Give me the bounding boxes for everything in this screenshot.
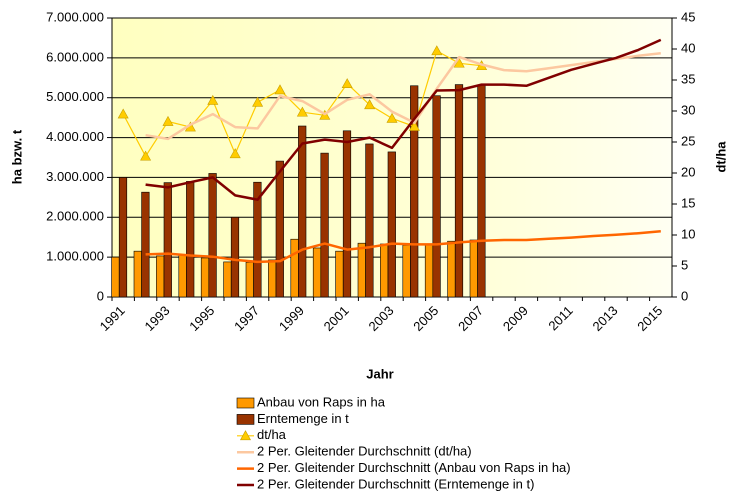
- line-marker: [341, 78, 353, 89]
- x-tick-label: 2005: [410, 303, 441, 334]
- line-marker: [229, 148, 241, 159]
- line-marker: [117, 108, 129, 119]
- x-tick-label: 1991: [97, 303, 128, 334]
- bar: [357, 242, 366, 298]
- bar: [290, 238, 299, 298]
- y2-tick-label: 40: [681, 40, 695, 55]
- y-tick-label: 6.000.000: [46, 49, 104, 64]
- line-marker: [364, 99, 376, 110]
- legend-label: dt/ha: [257, 427, 287, 442]
- y2-axis-title: dt/ha: [713, 141, 728, 173]
- bar: [410, 85, 419, 298]
- y-tick-label: 0: [97, 288, 104, 303]
- y2-tick-label: 30: [681, 102, 695, 117]
- y2-tick-label: 10: [681, 226, 695, 241]
- x-tick-label: 1999: [276, 303, 307, 334]
- y2-tick-label: 15: [681, 195, 695, 210]
- bar: [118, 177, 128, 298]
- y-tick-label: 1.000.000: [46, 249, 104, 264]
- bar: [230, 216, 240, 298]
- bar: [133, 250, 142, 298]
- y2-tick-label: 5: [681, 257, 688, 272]
- bar: [178, 254, 187, 298]
- y2-tick-label: 45: [681, 9, 695, 24]
- bar: [335, 250, 344, 298]
- bar: [342, 130, 352, 298]
- y-axis-title: ha bzw. t: [9, 129, 24, 184]
- legend-label: Erntemenge in t: [257, 411, 349, 426]
- line-marker: [431, 45, 443, 56]
- line-marker: [162, 115, 174, 126]
- legend-marker: [239, 430, 252, 441]
- line-marker: [207, 94, 219, 105]
- legend-swatch: [236, 397, 255, 409]
- x-axis-title: Jahr: [366, 366, 393, 381]
- x-tick-label: 1995: [186, 303, 217, 334]
- x-tick-label: 1993: [141, 303, 172, 334]
- bar: [245, 262, 254, 298]
- bar: [447, 240, 456, 298]
- legend-label: 2 Per. Gleitender Durchschnitt (Erntemen…: [257, 476, 534, 491]
- y-tick-label: 7.000.000: [46, 9, 104, 24]
- bar: [141, 191, 150, 298]
- legend-label: 2 Per. Gleitender Durchschnitt (Anbau vo…: [257, 460, 571, 475]
- bar: [111, 256, 120, 298]
- bar: [454, 84, 464, 298]
- y-tick-label: 2.000.000: [46, 209, 104, 224]
- y-tick-label: 5.000.000: [46, 89, 104, 104]
- line-marker: [274, 84, 286, 95]
- bar: [268, 259, 277, 298]
- x-tick-label: 2015: [634, 303, 665, 334]
- line-marker: [408, 120, 420, 131]
- bar: [432, 95, 441, 298]
- bar: [156, 255, 165, 298]
- bar: [186, 181, 195, 298]
- bar: [223, 261, 232, 298]
- y-tick-label: 4.000.000: [46, 129, 104, 144]
- y2-tick-label: 35: [681, 71, 695, 86]
- line: [145, 38, 662, 201]
- line-marker: [140, 150, 152, 161]
- bar: [424, 243, 434, 298]
- line-marker: [386, 112, 398, 123]
- y-tick-label: 3.000.000: [46, 169, 104, 184]
- x-tick-label: 2007: [455, 303, 486, 334]
- bar: [380, 243, 389, 298]
- bar: [200, 257, 210, 298]
- bar: [469, 239, 478, 298]
- x-tick-label: 2009: [500, 303, 531, 334]
- x-tick-label: 2013: [589, 303, 620, 334]
- bar: [253, 181, 262, 298]
- bar: [477, 84, 486, 298]
- line-marker: [296, 106, 308, 117]
- bar: [365, 143, 374, 298]
- x-tick-label: 2001: [321, 303, 352, 334]
- bar: [320, 152, 329, 298]
- x-tick-label: 1997: [231, 303, 262, 334]
- bar: [387, 151, 396, 298]
- line: [145, 229, 661, 264]
- line: [145, 52, 661, 141]
- legend-label: Anbau von Raps in ha: [257, 394, 386, 409]
- y2-tick-label: 20: [681, 164, 695, 179]
- y2-tick-label: 25: [681, 133, 695, 148]
- bar: [275, 160, 284, 298]
- bar: [298, 125, 307, 298]
- y2-tick-label: 0: [681, 288, 688, 303]
- bar: [312, 247, 322, 298]
- bar: [402, 244, 411, 298]
- legend-label: 2 Per. Gleitender Durchschnitt (dt/ha): [257, 444, 472, 459]
- x-tick-label: 2011: [545, 303, 575, 333]
- legend-swatch: [236, 414, 255, 425]
- bar: [208, 173, 217, 298]
- line-marker: [252, 96, 264, 107]
- x-tick-label: 2003: [365, 303, 396, 334]
- bar: [163, 182, 172, 298]
